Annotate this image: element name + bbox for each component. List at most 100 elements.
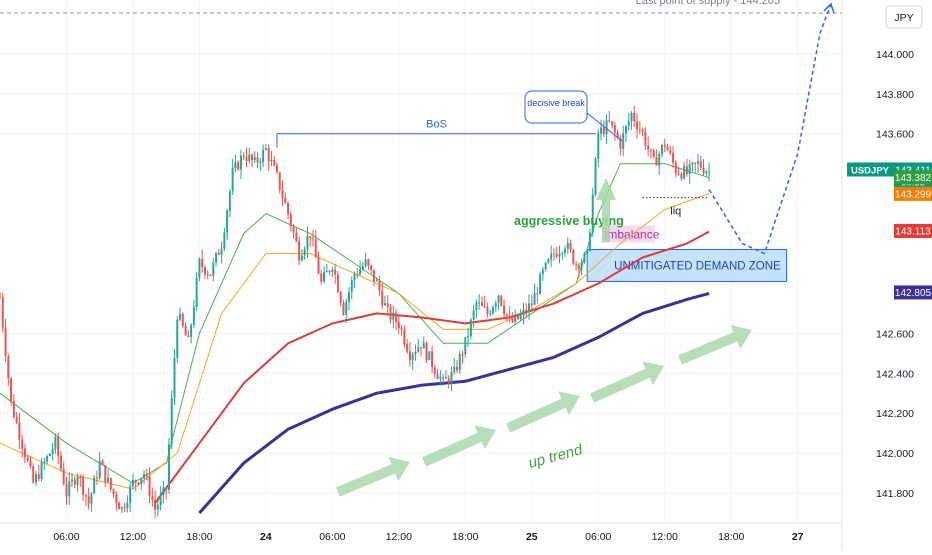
candle-body (619, 137, 622, 149)
candle-body (21, 439, 24, 449)
candle-body (469, 319, 472, 336)
candle-body (447, 378, 450, 384)
aggressive-buying-arrow (596, 178, 616, 242)
candle-body (104, 464, 107, 482)
candle-body (425, 343, 428, 361)
candle-body (323, 272, 326, 282)
candle-body (685, 166, 688, 175)
up-trend-arrow (422, 425, 496, 467)
candle-body (492, 307, 495, 314)
candle-body (669, 150, 672, 153)
candle-body (237, 162, 240, 170)
candle-body (140, 478, 143, 484)
candle-body (680, 174, 683, 179)
candle-body (555, 253, 558, 257)
candle-body (198, 258, 201, 278)
candle-body (472, 310, 475, 320)
x-tick-label: 18:00 (718, 531, 744, 543)
candle-body (497, 295, 500, 304)
candle-body (691, 162, 694, 165)
candle-body (314, 239, 317, 258)
candle-body (372, 269, 375, 282)
candle-body (151, 496, 154, 501)
candle-body (378, 280, 381, 291)
candle-body (616, 132, 619, 138)
candle-body (79, 477, 82, 479)
candle-body (591, 194, 594, 233)
candle-body (48, 453, 51, 456)
candle-body (131, 480, 134, 487)
candle-body (317, 257, 320, 274)
candle-body (666, 146, 669, 151)
candle-body (273, 160, 276, 166)
candle-body (583, 253, 586, 263)
candle-body (253, 157, 256, 160)
currency-label: JPY (894, 12, 913, 24)
candle-body (220, 248, 223, 255)
candle-body (370, 265, 373, 270)
candle-body (46, 455, 49, 462)
candle-body (627, 121, 630, 127)
candle-body (575, 263, 578, 265)
up-trend-arrow (336, 456, 410, 497)
candle-body (328, 270, 331, 273)
candle-body (234, 162, 237, 169)
currency-box (885, 5, 923, 29)
candle-body (339, 292, 342, 303)
candle-body (444, 376, 447, 379)
candle-body (7, 356, 10, 379)
candle-body (32, 466, 35, 483)
candle-body (475, 302, 478, 311)
candle-body (336, 274, 339, 293)
candle-body (112, 489, 115, 495)
candle-body (26, 457, 29, 461)
x-tick-label: 25 (526, 531, 538, 543)
candle-body (87, 496, 90, 504)
candle-body (364, 259, 367, 267)
x-tick-label: 18:00 (186, 531, 212, 543)
candle-body (566, 242, 569, 249)
candle-body (478, 302, 481, 304)
candle-body (170, 397, 173, 445)
candle-body (73, 479, 76, 485)
price-tag-label: 143.113 (895, 226, 931, 237)
candle-body (505, 314, 508, 316)
moving-average-3 (154, 230, 710, 504)
candle-body (622, 133, 625, 149)
decisive-break-label: decisive break (527, 98, 585, 108)
candle-body (608, 120, 611, 122)
moving-average-layer (0, 163, 710, 514)
candle-body (397, 322, 400, 328)
candle-body (350, 280, 353, 293)
candle-body (137, 482, 140, 484)
x-tick-label: 18:00 (452, 531, 478, 543)
candle-body (624, 126, 627, 134)
candle-body (90, 493, 93, 504)
price-tag (894, 285, 932, 300)
candle-body (107, 477, 110, 482)
demand-zone-label: UNMITIGATED DEMAND ZONE (614, 260, 781, 272)
candle-body (672, 152, 675, 163)
candle-body (284, 197, 287, 204)
y-tick-label: 143.600 (876, 129, 914, 141)
candle-body (267, 148, 270, 162)
candle-body (353, 273, 356, 281)
candle-body (226, 210, 229, 233)
candle-body (464, 337, 467, 355)
candle-body (23, 448, 26, 458)
candle-body (586, 250, 589, 254)
candle-body (392, 312, 395, 320)
candle-body (65, 484, 68, 497)
imbalance-box (602, 225, 655, 243)
candle-body (239, 155, 242, 170)
candle-body (588, 232, 591, 251)
candle-body (95, 477, 98, 479)
candle-body (287, 203, 290, 215)
candle-body (694, 162, 697, 164)
candle-body (436, 373, 439, 379)
candle-body (10, 378, 13, 402)
candle-body (82, 477, 85, 495)
candle-body (84, 494, 87, 497)
candle-body (40, 462, 43, 479)
